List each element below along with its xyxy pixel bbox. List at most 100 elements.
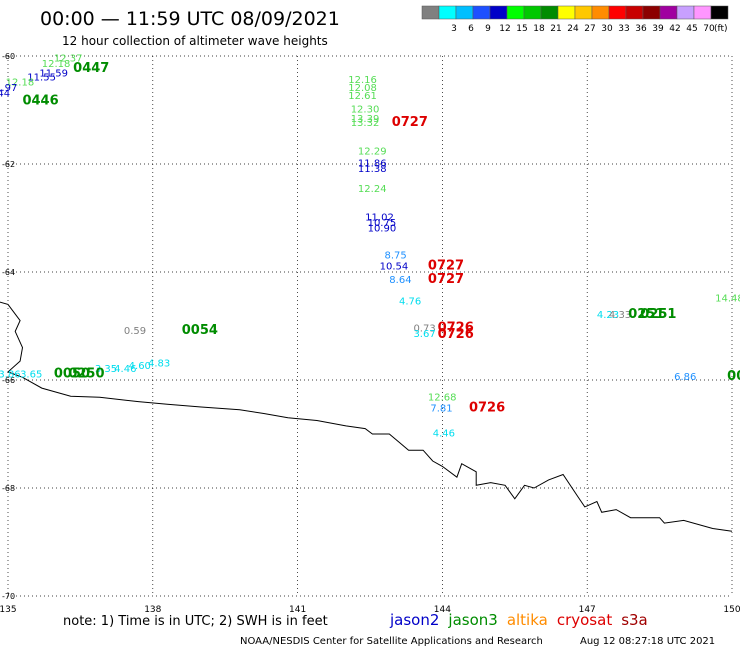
scale-tick-label: 70 bbox=[703, 24, 715, 34]
wave-height-label: 3.65 bbox=[20, 369, 42, 380]
wave-height-label: 0.73 bbox=[413, 323, 435, 334]
scale-tick-label: 18 bbox=[533, 24, 545, 34]
wave-height-label: 4.23 bbox=[597, 310, 619, 321]
wave-height-observations: 12.3712.1811.5911.5512.1811.9711.4411.26… bbox=[0, 53, 740, 439]
longitude-tick-label: 147 bbox=[579, 605, 596, 615]
scale-swatch bbox=[472, 5, 491, 20]
mission-cryosat-label: cryosat bbox=[557, 611, 612, 629]
wave-height-label: 4.46 bbox=[114, 364, 136, 375]
wave-height-label: 4.83 bbox=[148, 359, 170, 370]
scale-tick-label: 6 bbox=[468, 24, 474, 34]
wave-height-label: 12.18 bbox=[6, 78, 35, 89]
wave-height-label: 12.37 bbox=[54, 53, 83, 64]
wave-height-label: 3.35 bbox=[95, 364, 117, 375]
wave-height-label: 11.86 bbox=[358, 159, 387, 170]
longitude-tick-label: 144 bbox=[434, 605, 451, 615]
scale-tick-label: 42 bbox=[669, 24, 680, 34]
mission-legend: jason2 jason3 altika cryosat s3a bbox=[389, 611, 648, 629]
pass-time-label: 0251 bbox=[628, 307, 664, 322]
mission-altika-label: altika bbox=[507, 611, 548, 629]
wave-height-label: 4.60 bbox=[129, 361, 151, 372]
scale-swatch bbox=[574, 5, 593, 20]
scale-swatch bbox=[557, 5, 576, 20]
longitude-tick-label: 141 bbox=[289, 605, 306, 615]
wave-height-label: 12.68 bbox=[428, 393, 457, 404]
wave-height-label: 7.81 bbox=[430, 403, 452, 414]
wave-height-label: 13.39 bbox=[351, 114, 380, 125]
scale-swatch bbox=[506, 5, 525, 20]
scale-tick-label: 30 bbox=[601, 24, 613, 34]
scale-swatch bbox=[523, 5, 542, 20]
scale-swatch bbox=[438, 5, 457, 20]
longitude-tick-label: 135 bbox=[0, 605, 17, 615]
pass-time-label: 0727 bbox=[392, 115, 428, 130]
wave-height-label: 12.30 bbox=[351, 105, 380, 116]
wave-height-label: 11.38 bbox=[358, 164, 387, 175]
wave-height-label: 11.55 bbox=[27, 72, 56, 83]
scale-swatch bbox=[421, 5, 440, 20]
scale-tick-label: 9 bbox=[485, 24, 491, 34]
wave-height-label: 8.64 bbox=[389, 275, 411, 286]
wave-height-label: 10.75 bbox=[368, 218, 397, 229]
latitude-tick-label: -68 bbox=[2, 484, 15, 493]
wave-height-label: 6.86 bbox=[674, 372, 696, 383]
pass-time-label: 0727 bbox=[428, 272, 464, 287]
pass-time-label: 0447 bbox=[73, 61, 109, 76]
scale-swatch bbox=[659, 5, 678, 20]
graticule bbox=[7, 55, 733, 597]
longitude-labels: 135 138 141 144 147 150 bbox=[0, 605, 740, 615]
scale-swatch bbox=[676, 5, 695, 20]
latitude-tick-label: -60 bbox=[2, 52, 15, 61]
scale-tick-label: 15 bbox=[516, 24, 527, 34]
scale-tick-label: 45 bbox=[686, 24, 697, 34]
wave-height-label: 12.18 bbox=[42, 59, 71, 70]
scale-tick-label: 36 bbox=[635, 24, 647, 34]
mission-s3a-label: s3a bbox=[621, 611, 648, 629]
wave-height-label: 13.32 bbox=[351, 118, 380, 129]
generated-time: Aug 12 08:27:18 UTC 2021 bbox=[580, 636, 715, 647]
scale-tick-label: 3 bbox=[451, 24, 457, 34]
legend-note: note: 1) Time is in UTC; 2) SWH is in fe… bbox=[63, 614, 328, 629]
scale-swatch bbox=[625, 5, 644, 20]
wave-height-label: 4.46 bbox=[433, 429, 455, 440]
coastline bbox=[0, 301, 733, 532]
scale-tick-label: 21 bbox=[550, 24, 561, 34]
scale-tick-label: 12 bbox=[499, 24, 510, 34]
wave-height-label: 12.16 bbox=[348, 75, 377, 86]
scale-swatch bbox=[540, 5, 559, 20]
scale-swatch bbox=[591, 5, 610, 20]
wave-height-label: 12.08 bbox=[348, 83, 377, 94]
mission-jason2-label: jason2 bbox=[389, 611, 439, 629]
scale-tick-label: 27 bbox=[584, 24, 595, 34]
wave-height-label: 8.75 bbox=[384, 251, 406, 262]
scale-swatch bbox=[489, 5, 508, 20]
pass-time-label: 0726 bbox=[469, 400, 505, 415]
wave-height-label: 4.76 bbox=[399, 296, 421, 307]
longitude-tick-label: 138 bbox=[144, 605, 161, 615]
wave-height-color-scale: 3 6 9 12 15 18 21 24 27 30 33 36 39 42 45 70 bbox=[421, 5, 729, 34]
wave-height-label: 11.02 bbox=[365, 213, 394, 224]
wave-height-label: 11.44 bbox=[0, 89, 10, 100]
pass-time-label: 0251 bbox=[640, 307, 676, 322]
longitude-tick-label: 150 bbox=[723, 605, 740, 615]
latitude-tick-label: -64 bbox=[2, 268, 15, 277]
wave-height-label: 10.90 bbox=[368, 224, 397, 235]
wave-height-label: 3.86 bbox=[0, 369, 21, 380]
wave-height-label: 12.61 bbox=[348, 91, 377, 102]
satellite-pass-times: 0447044607270727072707260726072600540050… bbox=[22, 61, 740, 415]
pass-time-label: 0250 bbox=[68, 366, 104, 381]
wave-height-label: 0.59 bbox=[124, 326, 146, 337]
scale-tick-label: 24 bbox=[567, 24, 579, 34]
wave-height-label: 12.24 bbox=[358, 184, 387, 195]
credit-text: NOAA/NESDIS Center for Satellite Applica… bbox=[240, 636, 543, 647]
mission-jason3-label: jason3 bbox=[447, 611, 497, 629]
wave-height-label: 4.33 bbox=[609, 310, 631, 321]
scale-unit: (ft) bbox=[714, 24, 728, 34]
scale-tick-label: 33 bbox=[618, 24, 629, 34]
scale-swatch bbox=[642, 5, 661, 20]
pass-time-label: 0055 bbox=[727, 369, 740, 384]
pass-time-label: 0726 bbox=[438, 320, 474, 335]
scale-swatch bbox=[455, 5, 474, 20]
scale-tick-label: 39 bbox=[652, 24, 664, 34]
